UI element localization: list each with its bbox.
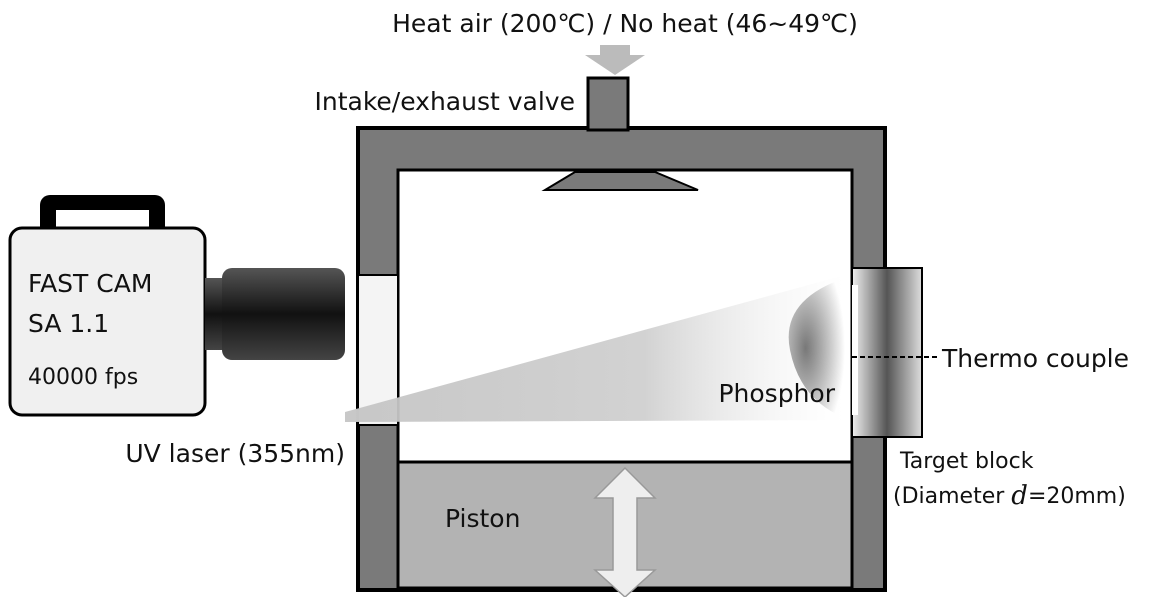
target-block — [851, 267, 923, 438]
valve-tube — [586, 76, 630, 132]
thermocouple-label: Thermo couple — [941, 344, 1129, 373]
phosphor-label: Phosphor — [718, 379, 835, 408]
valve-label: Intake/exhaust valve — [315, 87, 576, 116]
camera-mount — [205, 278, 225, 350]
target-label: Target block — [899, 449, 1034, 474]
camera-label: SA 1.1 — [28, 309, 109, 338]
diameter-text: (Diameter — [893, 484, 1011, 509]
camera-label: FAST CAM — [28, 269, 152, 298]
camera-lens — [222, 268, 345, 360]
laser-label: UV laser (355nm) — [125, 439, 345, 468]
inflow-arrow — [585, 45, 645, 75]
diameter-symbol: d — [1011, 481, 1028, 511]
laser-beam — [345, 275, 845, 422]
title: Heat air (200℃) / No heat (46~49℃) — [392, 9, 858, 38]
piston-label: Piston — [445, 504, 520, 533]
phosphor-layer — [852, 285, 858, 415]
valve-cone — [541, 171, 699, 191]
piston-arrow — [593, 466, 657, 597]
diameter-label: (Diameter d=20mm) — [893, 481, 1126, 511]
camera-label: 40000 fps — [28, 365, 138, 390]
diameter-text: =20mm) — [1028, 484, 1126, 509]
